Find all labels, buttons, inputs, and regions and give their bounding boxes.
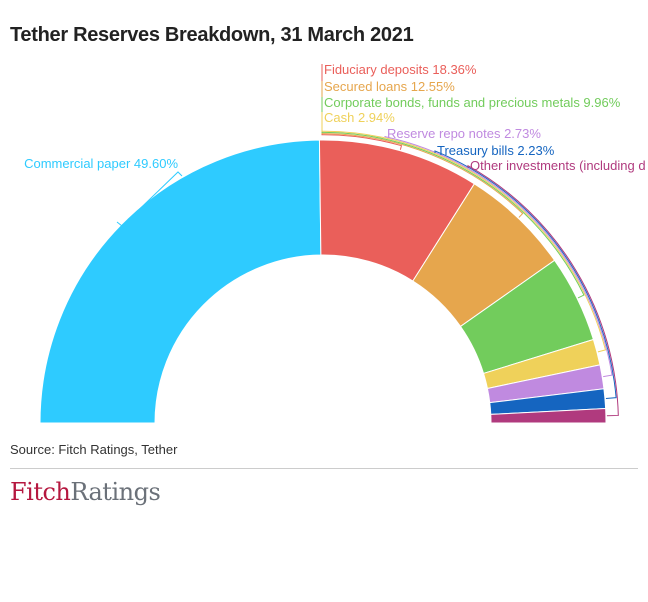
slice-label-4: Cash 2.94% [324, 110, 395, 125]
logo-part-ratings: Ratings [70, 478, 161, 506]
slice-7[interactable] [490, 407, 607, 424]
slice-label-1: Fiduciary deposits 18.36% [324, 62, 477, 77]
leader-line-1 [321, 64, 403, 150]
source-note: Source: Fitch Ratings, Tether [10, 442, 178, 457]
slice-0[interactable] [39, 139, 322, 424]
slice-label-3: Corporate bonds, funds and precious meta… [324, 95, 621, 110]
divider [10, 468, 638, 469]
leader-line-0 [116, 171, 183, 227]
leader-line-5 [384, 136, 613, 378]
slice-label-0: Commercial paper 49.60% [24, 156, 178, 171]
logo-part-fitch: Fitch [10, 478, 71, 506]
leader-line-4 [321, 112, 607, 353]
slice-label-7: Other investments (including d [470, 158, 646, 173]
fitch-ratings-logo: FitchRatings [10, 478, 161, 506]
slice-label-6: Treasury bills 2.23% [437, 143, 555, 158]
leader-line-2 [321, 81, 524, 218]
slice-label-5: Reserve repo notes 2.73% [387, 126, 541, 141]
slice-label-2: Secured loans 12.55% [324, 79, 455, 94]
leader-line-6 [434, 150, 617, 400]
chart-title: Tether Reserves Breakdown, 31 March 2021 [10, 24, 414, 46]
semi-donut-chart: Commercial paper 49.60% Fiduciary deposit… [24, 62, 646, 424]
leader-line-3 [321, 97, 585, 299]
leader-line-7 [467, 164, 619, 417]
